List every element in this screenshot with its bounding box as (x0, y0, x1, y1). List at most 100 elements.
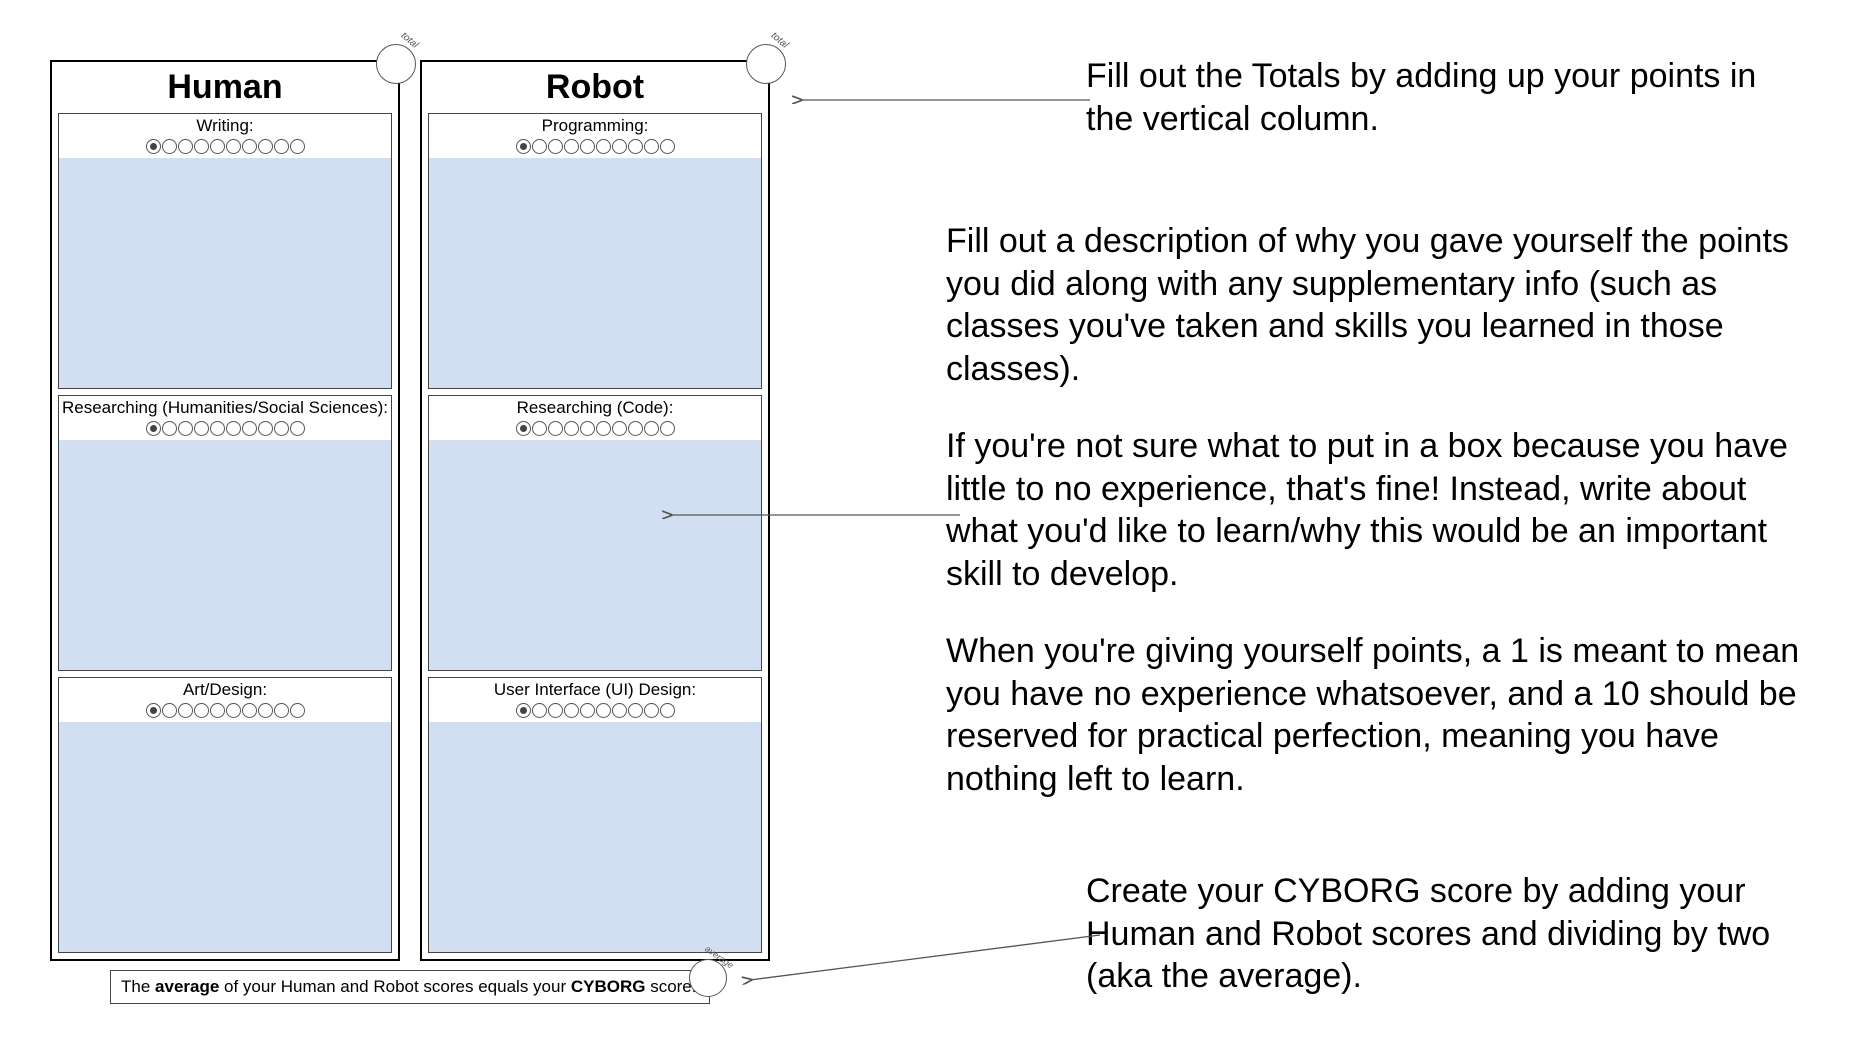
radio-icon[interactable] (564, 421, 579, 436)
skill-description-area[interactable] (429, 722, 761, 952)
radio-icon[interactable] (194, 139, 209, 154)
radio-icon[interactable] (210, 139, 225, 154)
radio-icon[interactable] (146, 421, 161, 436)
robot-total-circle[interactable]: total (746, 44, 786, 84)
radio-icon[interactable] (660, 421, 675, 436)
radio-icon[interactable] (242, 421, 257, 436)
radio-icon[interactable] (290, 421, 305, 436)
radio-icon[interactable] (644, 703, 659, 718)
radio-icon[interactable] (162, 703, 177, 718)
average-circle[interactable]: average (689, 959, 727, 997)
radio-icon[interactable] (580, 139, 595, 154)
radio-icon[interactable] (644, 421, 659, 436)
radio-icon[interactable] (274, 421, 289, 436)
skill-description-area[interactable] (59, 722, 391, 952)
radio-icon[interactable] (548, 703, 563, 718)
radio-icon[interactable] (210, 421, 225, 436)
skill-description-area[interactable] (59, 158, 391, 388)
radio-icon[interactable] (146, 139, 161, 154)
radio-icon[interactable] (226, 421, 241, 436)
radio-icon[interactable] (210, 703, 225, 718)
skill-description-area[interactable] (59, 440, 391, 670)
column-title-robot: Robot (422, 62, 768, 109)
footer-text: The average of your Human and Robot scor… (121, 977, 697, 997)
skill-box-art-design: Art/Design: (58, 677, 392, 953)
radio-icon[interactable] (532, 139, 547, 154)
skill-box-researching-humanities: Researching (Humanities/Social Sciences)… (58, 395, 392, 671)
radio-icon[interactable] (516, 703, 531, 718)
skill-label: User Interface (UI) Design: (429, 678, 761, 701)
radio-icon[interactable] (258, 703, 273, 718)
radio-icon[interactable] (290, 703, 305, 718)
skill-label: Art/Design: (59, 678, 391, 701)
instruction-description: Fill out a description of why you gave y… (946, 220, 1816, 390)
radio-row (429, 419, 761, 440)
radio-row (429, 701, 761, 722)
radio-icon[interactable] (516, 139, 531, 154)
radio-icon[interactable] (226, 703, 241, 718)
skill-box-researching-code: Researching (Code): (428, 395, 762, 671)
radio-icon[interactable] (596, 703, 611, 718)
skill-label: Researching (Humanities/Social Sciences)… (59, 396, 391, 419)
radio-icon[interactable] (644, 139, 659, 154)
radio-icon[interactable] (628, 703, 643, 718)
radio-row (59, 419, 391, 440)
radio-icon[interactable] (580, 421, 595, 436)
skill-description-area[interactable] (429, 440, 761, 670)
radio-icon[interactable] (178, 139, 193, 154)
radio-icon[interactable] (532, 703, 547, 718)
column-title-human: Human (52, 62, 398, 109)
radio-icon[interactable] (532, 421, 547, 436)
footer-prefix: The (121, 977, 155, 996)
skill-box-ui-design: User Interface (UI) Design: (428, 677, 762, 953)
radio-icon[interactable] (258, 139, 273, 154)
instruction-scale: When you're giving yourself points, a 1 … (946, 630, 1816, 800)
radio-icon[interactable] (564, 139, 579, 154)
radio-icon[interactable] (596, 139, 611, 154)
footer-word-average: average (155, 977, 219, 996)
radio-icon[interactable] (146, 703, 161, 718)
radio-icon[interactable] (162, 139, 177, 154)
radio-icon[interactable] (596, 421, 611, 436)
radio-icon[interactable] (274, 703, 289, 718)
radio-icon[interactable] (226, 139, 241, 154)
skill-label: Programming: (429, 114, 761, 137)
radio-icon[interactable] (162, 421, 177, 436)
skill-box-writing: Writing: (58, 113, 392, 389)
radio-icon[interactable] (178, 703, 193, 718)
human-total-circle[interactable]: total (376, 44, 416, 84)
arrow-to-total-icon (790, 90, 1100, 110)
radio-row (429, 137, 761, 158)
skill-box-programming: Programming: (428, 113, 762, 389)
radio-icon[interactable] (194, 421, 209, 436)
footer-mid: of your Human and Robot scores equals yo… (219, 977, 571, 996)
radio-icon[interactable] (242, 703, 257, 718)
human-total-label: total (399, 30, 421, 51)
radio-icon[interactable] (660, 139, 675, 154)
radio-icon[interactable] (290, 139, 305, 154)
skill-description-area[interactable] (429, 158, 761, 388)
radio-icon[interactable] (548, 139, 563, 154)
arrow-to-cyborg-icon (740, 930, 1110, 990)
radio-icon[interactable] (612, 421, 627, 436)
radio-icon[interactable] (628, 421, 643, 436)
radio-icon[interactable] (612, 139, 627, 154)
instruction-totals: Fill out the Totals by adding up your po… (1086, 55, 1806, 140)
radio-icon[interactable] (548, 421, 563, 436)
instruction-no-experience: If you're not sure what to put in a box … (946, 425, 1816, 595)
radio-icon[interactable] (628, 139, 643, 154)
radio-icon[interactable] (564, 703, 579, 718)
radio-icon[interactable] (516, 421, 531, 436)
radio-icon[interactable] (580, 703, 595, 718)
radio-icon[interactable] (178, 421, 193, 436)
robot-total-label: total (769, 30, 791, 51)
radio-icon[interactable] (274, 139, 289, 154)
radio-icon[interactable] (258, 421, 273, 436)
radio-icon[interactable] (660, 703, 675, 718)
skill-label: Researching (Code): (429, 396, 761, 419)
footer-word-cyborg: CYBORG (571, 977, 646, 996)
column-human: total Human Writing: (50, 60, 400, 961)
radio-icon[interactable] (242, 139, 257, 154)
radio-icon[interactable] (612, 703, 627, 718)
radio-icon[interactable] (194, 703, 209, 718)
